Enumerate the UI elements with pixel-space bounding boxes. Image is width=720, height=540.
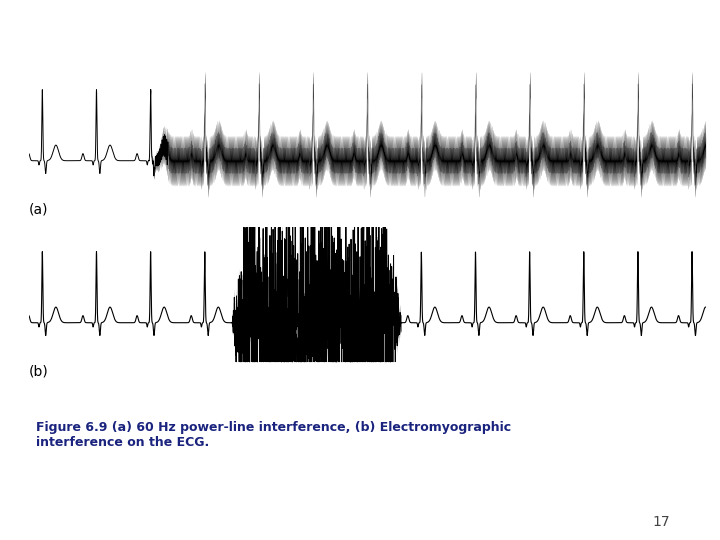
Text: (b): (b) xyxy=(29,364,48,379)
Text: (a): (a) xyxy=(29,202,48,217)
Text: Figure 6.9 (a) 60 Hz power-line interference, (b) Electromyographic
interference: Figure 6.9 (a) 60 Hz power-line interfer… xyxy=(36,421,511,449)
Text: 17: 17 xyxy=(652,515,670,529)
